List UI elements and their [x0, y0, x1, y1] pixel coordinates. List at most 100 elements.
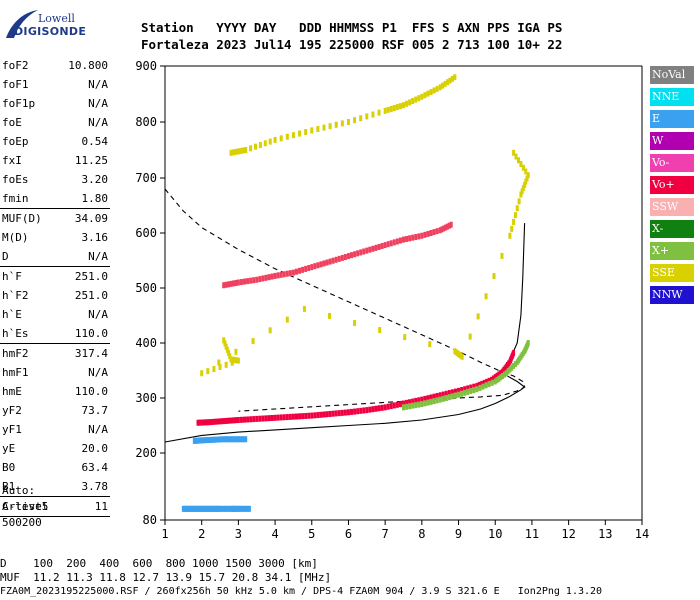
x-tick-label: 5 [308, 527, 315, 541]
trace-point [268, 327, 272, 334]
trace-point [334, 121, 338, 128]
trace-point [435, 85, 439, 92]
trace-point [453, 392, 457, 399]
param-row: B0 63.4 [0, 458, 112, 477]
trace-point [506, 368, 510, 375]
trace-point [224, 505, 228, 512]
param-label: C-level [2, 500, 49, 513]
trace-point [218, 436, 222, 443]
trace-point [238, 505, 242, 512]
trace-point [270, 273, 274, 280]
trace-point [365, 113, 369, 120]
param-label: foF1 [2, 78, 29, 91]
trace-point [273, 414, 277, 421]
x-tick-label: 3 [235, 527, 242, 541]
param-value: 251.0 [74, 289, 108, 302]
trace-point [420, 396, 424, 403]
trace-point [417, 95, 421, 102]
param-value: 0.54 [81, 135, 109, 148]
param-label: h`E [2, 308, 22, 321]
trace-point [457, 387, 461, 394]
trace-point [513, 212, 517, 219]
trace-point [398, 401, 402, 408]
trace-point [252, 416, 256, 423]
trace-point [227, 505, 231, 512]
trace-point [519, 161, 523, 167]
trace-point [239, 416, 243, 423]
trace-point [203, 437, 207, 444]
trace-point [243, 278, 246, 285]
trace-point [340, 120, 344, 127]
trace-point [475, 382, 479, 389]
trace-point [395, 401, 399, 408]
trace-point [258, 141, 262, 148]
param-label: hmE [2, 385, 22, 398]
trace-point [231, 436, 235, 443]
trace-point [200, 437, 204, 444]
trace-point [423, 395, 427, 402]
trace-point [279, 135, 283, 142]
y-tick-label: 200 [135, 446, 157, 460]
trace-point [322, 260, 326, 267]
param-row: yF1 N/A [0, 420, 112, 439]
trace-point [241, 147, 245, 154]
trace-point [362, 407, 366, 414]
trace-point [495, 372, 499, 379]
trace-point [432, 229, 436, 236]
trace-point [288, 270, 292, 277]
trace-point [386, 241, 390, 248]
trace-point [244, 436, 248, 443]
x-tick-label: 8 [418, 527, 425, 541]
trace-point [252, 277, 256, 284]
param-row: foF1 N/A [0, 75, 112, 94]
trace-point [285, 270, 289, 277]
param-row: hmF1 N/A [0, 363, 112, 382]
param-separator [0, 496, 110, 497]
x-tick-label: 7 [382, 527, 389, 541]
trace-point [487, 381, 491, 388]
trace-point [411, 98, 415, 104]
y-tick-label: 600 [135, 226, 157, 240]
trace-point [251, 338, 255, 345]
trace-point [499, 369, 503, 376]
param-row: yE 20.0 [0, 439, 112, 458]
trace-point [481, 383, 485, 390]
trace-point [225, 346, 229, 353]
trace-point [444, 390, 448, 397]
trace-point [224, 361, 228, 368]
trace-point [371, 406, 375, 413]
trace-point [521, 185, 525, 192]
trace-point [408, 399, 412, 406]
param-row: h`Es 110.0 [0, 324, 112, 343]
trace-point [229, 417, 233, 424]
trace-point [322, 411, 326, 418]
trace-point [258, 276, 262, 283]
trace-point [441, 395, 445, 402]
param-row: h`E N/A [0, 305, 112, 324]
trace-point [246, 505, 250, 512]
trace-point [380, 243, 384, 250]
trace-point [353, 408, 357, 415]
trace-point [304, 265, 308, 272]
trace-point [359, 407, 363, 414]
trace-point [334, 410, 338, 417]
trace-point [343, 254, 347, 261]
trace-point [523, 181, 527, 188]
trace-point [313, 263, 317, 270]
trace-point [234, 417, 238, 424]
param-row: foF2 10.800 [0, 56, 112, 75]
trace-point [350, 252, 354, 259]
trace-point [264, 274, 268, 281]
trace-point [222, 282, 226, 289]
trace-point [298, 413, 302, 420]
trace-point [469, 384, 473, 391]
trace-point [234, 279, 238, 286]
trace-point [328, 123, 332, 130]
trace-point [291, 269, 295, 276]
trace-point [484, 382, 488, 389]
trace-point [264, 415, 268, 422]
trace-point [420, 93, 424, 100]
trace-point [236, 417, 240, 423]
trace-point [423, 231, 427, 238]
trace-point [207, 436, 211, 443]
